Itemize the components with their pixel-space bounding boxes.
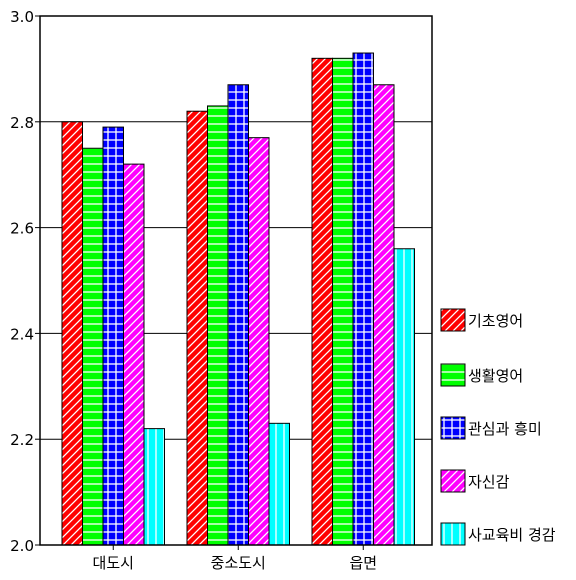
y-tick-label: 2.6 (10, 220, 34, 238)
bar (332, 57, 354, 546)
legend-swatch (440, 469, 466, 493)
bar (82, 147, 104, 546)
bar (393, 248, 415, 546)
legend-label: 기초영어 (468, 312, 523, 330)
legend-label: 사교육비 경감 (468, 526, 556, 544)
y-tick-label: 3.0 (10, 8, 34, 26)
legend-swatch (440, 308, 466, 332)
axes (39, 15, 433, 546)
y-tick-label: 2.4 (10, 325, 34, 343)
bar (123, 163, 145, 546)
legend-label: 관심과 흥미 (468, 420, 542, 438)
legend-swatch (440, 416, 466, 440)
x-tick-label: 대도시 (93, 554, 134, 572)
bar (268, 422, 290, 546)
x-tick-label: 읍면 (349, 554, 377, 572)
legend-label: 생활영어 (468, 367, 523, 385)
bar (102, 126, 124, 546)
bar (186, 110, 208, 546)
bar (143, 428, 165, 546)
y-tick-label: 2.0 (10, 537, 34, 555)
legend-swatch (440, 363, 466, 387)
y-tick-label: 2.8 (10, 114, 34, 132)
bar (311, 57, 333, 546)
bar (207, 105, 229, 546)
tick-labels: 2.0 2.2 2.4 2.6 2.8 3.0 대도시 중소도시 읍면 (10, 8, 377, 572)
legend-swatch (440, 522, 466, 546)
bar (227, 84, 249, 546)
bar (352, 52, 374, 546)
bar (248, 137, 270, 546)
y-tick-label: 2.2 (10, 431, 34, 449)
legend-label: 자신감 (468, 473, 510, 491)
bar (61, 121, 83, 546)
bar (373, 84, 395, 546)
x-tick-label: 중소도시 (211, 554, 266, 572)
bars (61, 52, 415, 546)
